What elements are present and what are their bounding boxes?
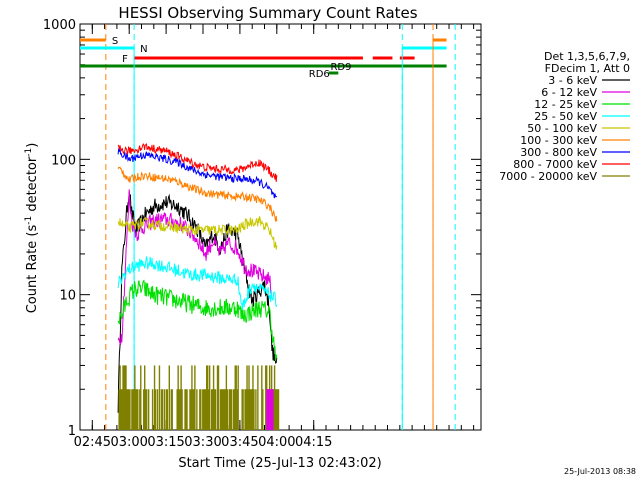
series-line-7 [117,143,278,182]
legend-entry-label: 3 - 6 keV [548,74,597,87]
plot-area: 1 10 100 1000 02:45 03:00 03:15 03:30 03:45 04:00… [43,18,482,450]
x-tick-label: 02:45 [74,435,111,450]
x-tick-label: 03:00 [110,435,147,450]
legend-header-line: Det 1,3,5,6,7,9, [544,50,630,63]
footer-date: 25-Jul-2013 08:38 [564,467,636,476]
legend-entry-label: 12 - 25 keV [534,98,597,111]
x-axis-label: Start Time (25-Jul-13 02:43:02) [178,456,381,471]
y-tick-label: 1 [68,424,76,439]
legend-entry-label: 25 - 50 keV [534,110,597,123]
legend-header-line: FDecim 1, Att 0 [545,62,630,75]
x-tick-label: 03:30 [184,435,221,450]
bar-annotation-n: N [140,44,147,55]
legend-entry-label: 7000 - 20000 keV [499,170,597,183]
series-line-6 [117,148,278,199]
x-tick-label: 03:45 [221,435,258,450]
legend: Det 1,3,5,6,7,9,FDecim 1, Att 03 - 6 keV… [499,50,630,183]
y-axis-label: Count Rate (s-1 detector-1) [24,143,40,314]
y-tick-label: 100 [51,153,76,168]
bar-annotation-rd9: RD9 [330,62,351,73]
legend-entry-label: 800 - 7000 keV [513,158,597,171]
x-tick-label: 03:15 [147,435,184,450]
bar-annotation-s: S [112,36,118,47]
series-line-2 [117,279,278,362]
legend-entry-label: 300 - 800 keV [520,146,597,159]
series-line-1 [117,189,273,345]
y-tick-label: 1000 [43,18,76,33]
plot-frame [79,23,482,431]
series-line-5 [117,166,278,222]
bar-annotation-rd6: RD6 [309,69,330,80]
x-tick-label: 04:15 [295,435,332,450]
legend-entry-label: 6 - 12 keV [541,86,597,99]
y-tick-label: 10 [59,289,76,304]
x-tick-label: 04:00 [258,435,295,450]
bar-annotation-f: F [122,54,128,65]
series-line-4 [117,216,278,250]
legend-entry-label: 50 - 100 keV [527,122,597,135]
legend-entry-label: 100 - 300 keV [520,134,597,147]
series-line-3 [117,255,278,311]
chart-title: HESSI Observing Summary Count Rates [118,4,417,22]
